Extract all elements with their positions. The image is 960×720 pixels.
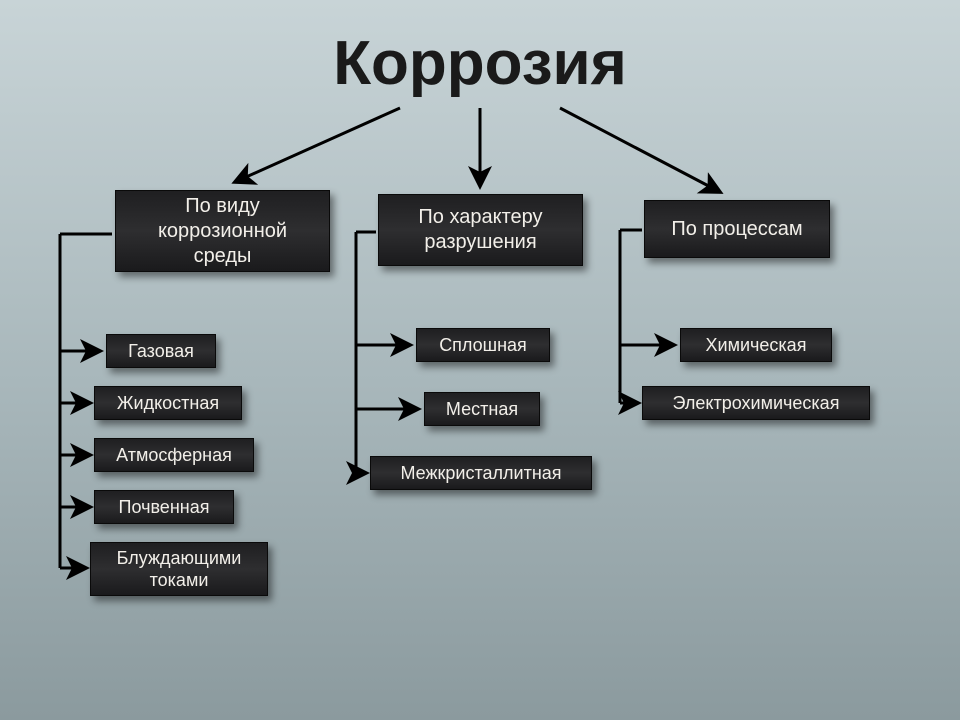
category-box: По процессам — [644, 200, 830, 258]
item-box: Местная — [424, 392, 540, 426]
item-box: Межкристаллитная — [370, 456, 592, 490]
item-box: Химическая — [680, 328, 832, 362]
diagram-title: Коррозия — [333, 28, 627, 99]
item-box: Жидкостная — [94, 386, 242, 420]
item-box: Атмосферная — [94, 438, 254, 472]
item-box: Электрохимическая — [642, 386, 870, 420]
category-box: По виду коррозионной среды — [115, 190, 330, 272]
category-box: По характеру разрушения — [378, 194, 583, 266]
item-box: Газовая — [106, 334, 216, 368]
item-box: Блуждающими токами — [90, 542, 268, 596]
item-box: Сплошная — [416, 328, 550, 362]
item-box: Почвенная — [94, 490, 234, 524]
